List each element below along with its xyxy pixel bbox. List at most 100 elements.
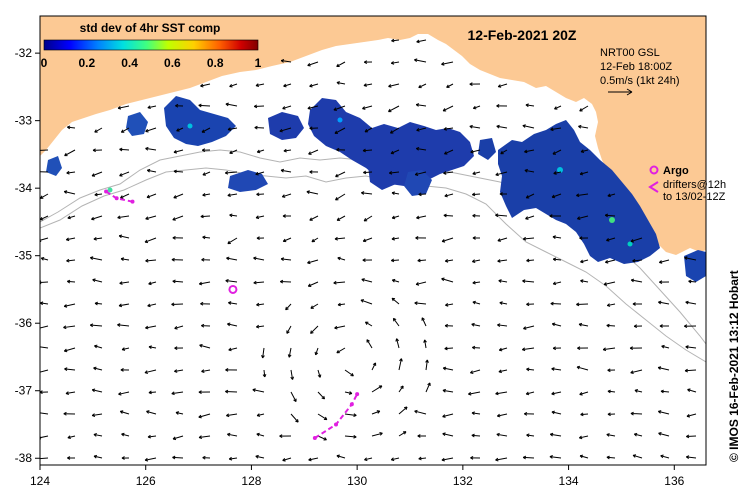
x-tick-label: 124	[30, 474, 50, 488]
current-arrow	[630, 412, 643, 415]
current-arrow	[658, 410, 670, 415]
y-tick-label: -35	[15, 249, 33, 263]
current-arrow-head	[632, 454, 637, 458]
current-arrow	[94, 302, 103, 305]
current-arrow-head	[685, 300, 689, 305]
sst-patch-east	[498, 120, 660, 264]
current-arrow	[310, 303, 319, 309]
sst-speckle	[557, 167, 563, 173]
current-arrow-head	[172, 436, 177, 441]
current-arrow-head	[360, 299, 365, 303]
current-arrow	[117, 324, 130, 327]
current-arrow	[576, 193, 589, 197]
current-arrow	[552, 323, 562, 327]
sst-patch-small-5	[404, 170, 432, 196]
current-arrow-head	[145, 128, 149, 133]
current-arrow	[398, 385, 404, 393]
current-arrow	[279, 127, 292, 132]
current-arrow-head	[118, 303, 123, 308]
current-arrow-head	[441, 277, 445, 282]
current-arrow-head	[283, 148, 287, 153]
current-arrow	[40, 435, 49, 439]
current-arrow	[388, 105, 400, 113]
current-arrow	[173, 170, 184, 173]
current-arrow-head	[40, 280, 42, 285]
current-arrow	[470, 369, 481, 374]
current-arrow	[66, 237, 76, 241]
current-arrow-head	[606, 455, 610, 460]
current-arrow	[416, 104, 427, 107]
current-arrow-head	[414, 58, 418, 63]
scale-arrow-head-icon	[626, 88, 633, 96]
current-arrow	[392, 215, 400, 219]
sst-speckle	[187, 123, 193, 129]
current-arrow	[64, 303, 76, 307]
current-arrow-head	[576, 365, 581, 370]
current-arrow	[526, 193, 535, 199]
current-arrow	[117, 105, 130, 109]
current-arrow-head	[317, 374, 322, 378]
current-arrow-head	[336, 217, 341, 221]
current-arrow	[148, 281, 157, 285]
current-arrow	[579, 455, 589, 459]
current-arrow	[282, 193, 292, 198]
current-arrow	[283, 83, 292, 87]
current-arrow	[90, 324, 103, 327]
current-arrow	[371, 385, 383, 393]
current-arrow-head	[391, 297, 396, 302]
current-arrow-head	[471, 322, 475, 327]
current-arrow-head	[310, 305, 314, 309]
current-arrow	[522, 125, 535, 129]
current-arrow-head	[202, 192, 206, 197]
drifter-fix	[334, 422, 338, 427]
current-arrow-head	[549, 455, 553, 459]
current-arrow	[317, 369, 321, 378]
current-arrow-head	[226, 256, 230, 261]
current-arrow-head	[171, 257, 175, 262]
current-arrow	[444, 347, 454, 350]
current-arrow-head	[200, 214, 204, 219]
current-arrow	[364, 457, 373, 461]
current-arrow-head	[89, 256, 94, 260]
current-arrow	[497, 237, 508, 242]
current-arrow	[336, 215, 346, 221]
current-arrow-head	[606, 238, 610, 242]
current-arrow	[391, 457, 400, 461]
current-arrow	[661, 345, 670, 349]
current-arrow	[685, 369, 697, 372]
current-arrow-head	[579, 236, 583, 240]
current-arrow-head	[311, 238, 315, 243]
current-arrow-head	[471, 433, 475, 438]
current-arrow-head	[118, 234, 123, 239]
current-arrow-head	[552, 346, 557, 351]
current-arrow-head	[256, 149, 261, 154]
drifter-legend-label: drifters@12h	[663, 179, 726, 191]
current-arrow	[660, 390, 670, 393]
current-arrow	[523, 456, 535, 459]
plot-area	[37, 16, 706, 465]
current-arrow	[607, 390, 616, 393]
current-arrow	[280, 169, 292, 173]
current-arrow-head	[64, 152, 68, 157]
current-arrow-head	[63, 411, 67, 416]
current-product-label: NRT00 GSL	[600, 47, 660, 59]
current-arrow	[344, 413, 357, 416]
current-arrow-head	[391, 215, 396, 220]
current-arrow	[499, 347, 508, 351]
current-arrow-head	[498, 369, 502, 374]
current-arrow-head	[256, 302, 260, 307]
current-arrow	[255, 455, 265, 459]
current-arrow-head	[441, 62, 445, 66]
current-arrow-head	[119, 281, 123, 285]
current-arrow-head	[201, 323, 205, 328]
current-arrow	[552, 236, 562, 239]
current-arrow	[498, 369, 508, 373]
current-arrow-head	[323, 416, 328, 421]
current-arrow-head	[37, 411, 40, 414]
current-arrow	[228, 302, 238, 305]
current-arrow	[117, 215, 130, 219]
current-arrow	[282, 457, 292, 461]
current-arrow-head	[580, 149, 585, 153]
current-arrow-head	[498, 347, 503, 352]
